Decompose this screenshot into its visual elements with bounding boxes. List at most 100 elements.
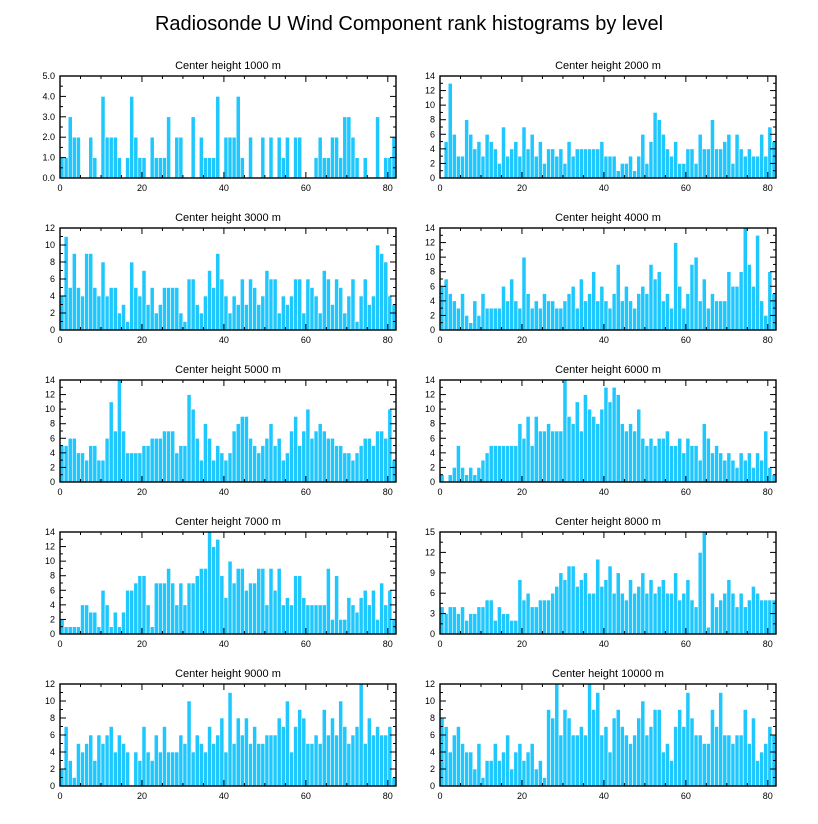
bar [730, 459, 736, 483]
bar [550, 592, 556, 635]
bar [379, 430, 385, 483]
bar [472, 300, 478, 331]
bar [706, 307, 711, 331]
bar [186, 700, 192, 787]
bar [763, 599, 769, 635]
bar [252, 726, 257, 787]
bar [203, 157, 208, 179]
bar [260, 445, 266, 483]
y-tick-label: 14 [45, 527, 55, 537]
bar [476, 606, 482, 635]
bar [742, 155, 748, 179]
y-tick-label: 4 [430, 144, 435, 154]
bar [681, 452, 687, 483]
bar [554, 155, 560, 179]
bar [289, 751, 294, 787]
bar [190, 582, 196, 635]
bar [628, 423, 633, 483]
bar [726, 271, 732, 331]
bar [673, 572, 678, 635]
bar [615, 572, 621, 635]
bar [464, 620, 469, 635]
bar [137, 452, 143, 483]
bar [256, 452, 262, 483]
bar [665, 592, 670, 635]
bar [239, 157, 245, 179]
bar [484, 133, 490, 179]
bar [96, 734, 102, 787]
bar [558, 572, 564, 635]
bar [763, 155, 769, 179]
bar [297, 278, 303, 331]
bar [660, 751, 666, 787]
y-tick-label: 4 [430, 747, 435, 757]
bar [71, 136, 77, 179]
bar [632, 430, 637, 483]
bar [538, 307, 543, 331]
bar [542, 599, 547, 635]
bar [219, 278, 225, 331]
bar [309, 287, 315, 331]
y-tick-label: 2 [430, 764, 435, 774]
bar [697, 459, 703, 483]
bar [297, 445, 303, 483]
bar [387, 157, 393, 179]
bar [640, 285, 646, 331]
bar [301, 717, 307, 787]
bar [570, 423, 576, 483]
bar [558, 148, 564, 179]
bar [501, 126, 506, 179]
bar [628, 579, 633, 635]
x-tick-label: 0 [57, 183, 62, 193]
bar [117, 379, 122, 483]
bar [591, 709, 597, 787]
y-tick-label: 12 [45, 542, 55, 552]
bar [330, 437, 335, 483]
bar [305, 408, 311, 483]
bar [681, 726, 687, 787]
bar [133, 287, 139, 331]
y-tick-label: 12 [425, 86, 435, 96]
bar [362, 589, 368, 635]
y-tick-label: 14 [425, 375, 435, 385]
bar [517, 307, 523, 331]
bar [244, 717, 249, 787]
x-tick-label: 20 [137, 183, 147, 193]
bar [194, 575, 200, 635]
bar [570, 155, 576, 179]
bar [330, 619, 335, 635]
bar [763, 430, 769, 483]
bar [227, 692, 233, 787]
bar [615, 394, 621, 483]
bar [117, 157, 122, 179]
bar [476, 467, 482, 483]
bar [342, 452, 348, 483]
bar [346, 452, 352, 483]
bar [738, 452, 744, 483]
bar [338, 445, 344, 483]
bar [722, 300, 728, 331]
bar [615, 709, 621, 787]
x-tick-label: 40 [219, 487, 229, 497]
bar [182, 321, 188, 331]
bar [726, 452, 732, 483]
bar [730, 163, 736, 179]
panel-9: Center height 9000 m 0 20 40 60 80 0 2 4 6 8 10 12 [45, 668, 397, 801]
bar [665, 743, 670, 787]
bar [137, 575, 143, 635]
bar [199, 568, 204, 635]
bar [145, 604, 151, 635]
bar [570, 565, 576, 635]
bar [648, 579, 654, 635]
bar [63, 445, 69, 483]
bar [460, 293, 465, 331]
bar [285, 304, 290, 331]
bars [59, 236, 397, 331]
bar [248, 278, 253, 331]
bar [451, 133, 457, 179]
bar [497, 307, 502, 331]
bar [125, 589, 130, 635]
bar [521, 256, 527, 331]
y-tick-label: 14 [425, 71, 435, 81]
bar [587, 592, 592, 635]
